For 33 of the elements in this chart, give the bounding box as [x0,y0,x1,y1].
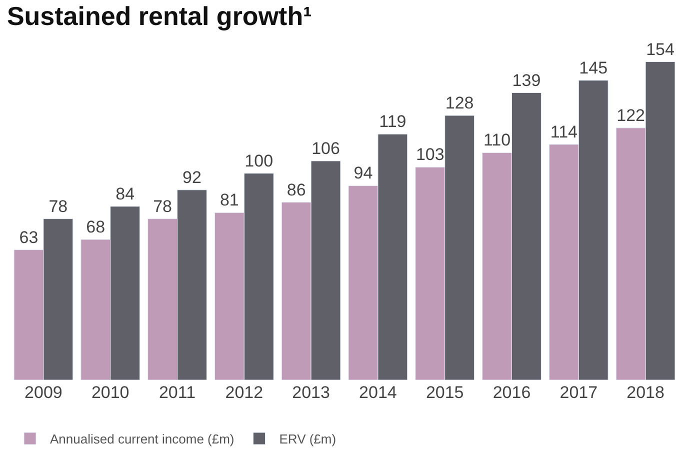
data-label: 84 [116,184,135,204]
data-label: 110 [483,130,511,150]
data-label: 145 [579,58,608,78]
data-label: 139 [512,70,541,90]
x-tick-label: 2010 [91,383,130,402]
data-label: 128 [445,93,474,112]
x-tick-label: 2016 [492,383,531,402]
data-label: 103 [416,145,444,164]
x-tick-label: 2011 [158,383,196,402]
data-label: 78 [153,196,172,216]
x-tick-label: 2014 [359,383,397,402]
data-label: 68 [86,217,106,236]
x-tick-label: 2015 [426,383,464,402]
data-label: 100 [244,151,274,170]
legend-label: ERV (£m) [279,432,336,447]
legend-label: Annualised current income (£m) [50,432,234,447]
data-label: 114 [550,122,578,142]
data-label: 106 [312,138,340,158]
data-label: 92 [182,168,202,187]
chart-title: Sustained rental growth¹ [6,1,312,32]
x-tick-label: 2017 [560,383,598,402]
data-label: 119 [379,112,406,132]
x-tick-label: 2013 [292,383,330,402]
x-tick-label: 2018 [626,383,664,402]
data-label: 63 [19,228,38,247]
data-label: 78 [48,196,68,216]
data-label: 122 [616,106,646,125]
x-tick-label: 2012 [225,383,264,402]
data-label: 81 [220,190,239,210]
data-label: 94 [354,164,373,183]
data-label: 154 [646,40,674,59]
data-label: 86 [286,180,306,200]
x-tick-label: 2009 [24,383,62,402]
